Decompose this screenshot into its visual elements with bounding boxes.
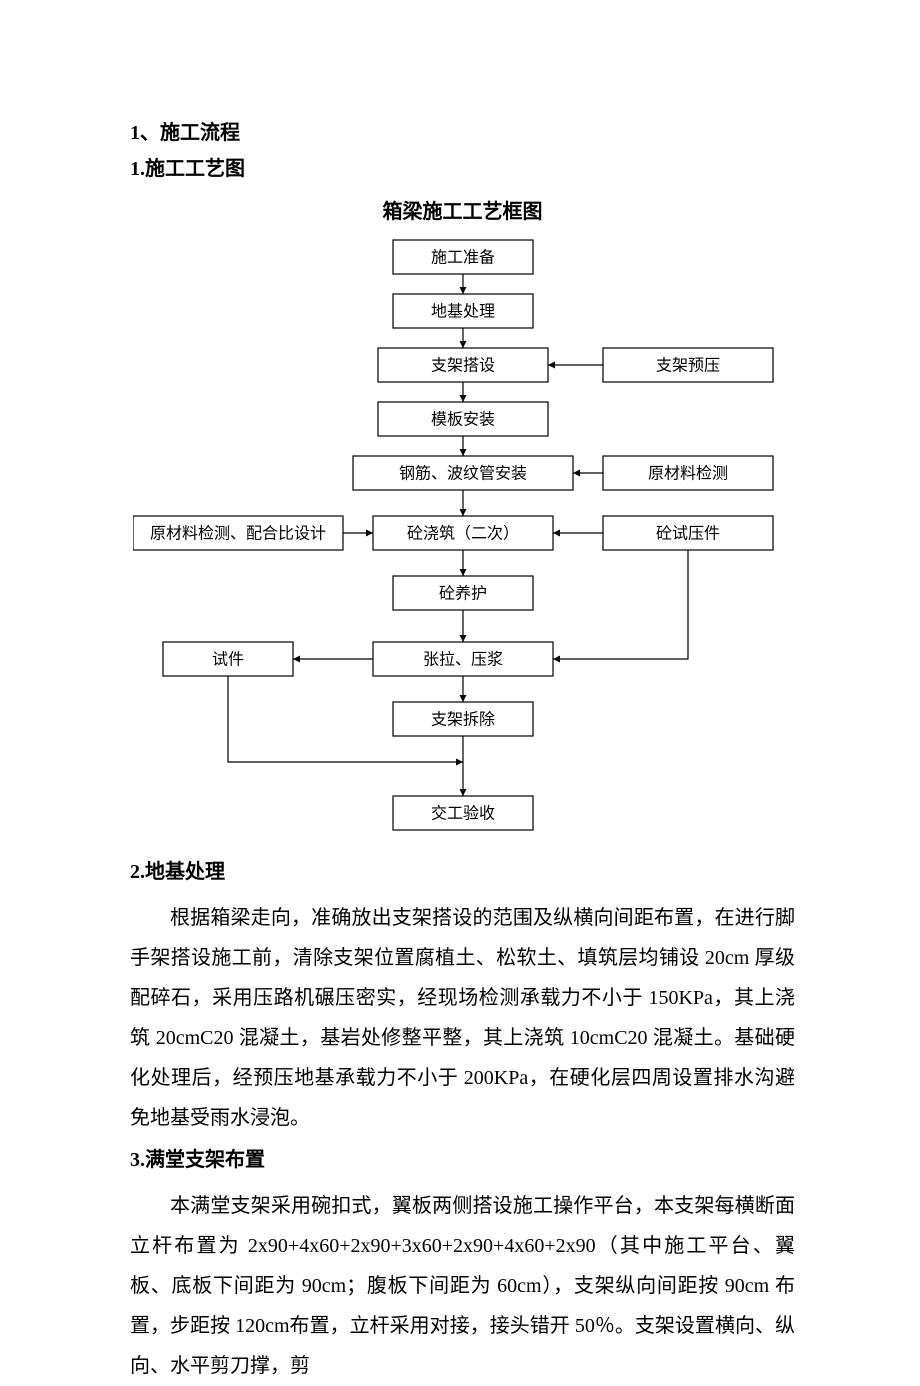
flowchart-title: 箱梁施工工艺框图 (133, 195, 793, 224)
flow-node-n3r: 支架预压 (603, 348, 773, 382)
svg-text:支架搭设: 支架搭设 (430, 357, 494, 375)
svg-text:施工准备: 施工准备 (430, 249, 494, 267)
flow-node-n10: 交工验收 (393, 796, 533, 830)
svg-text:原材料检测: 原材料检测 (647, 465, 727, 483)
svg-text:地基处理: 地基处理 (430, 303, 494, 321)
heading-4: 3.满堂支架布置 (130, 1142, 795, 1178)
flow-node-n5: 钢筋、波纹管安装 (353, 456, 573, 490)
paragraph-2: 本满堂支架采用碗扣式，翼板两侧搭设施工操作平台，本支架每横断面立杆布置为 2x9… (130, 1186, 795, 1386)
flow-node-n4: 模板安装 (378, 402, 548, 436)
svg-text:砼浇筑（二次）: 砼浇筑（二次） (406, 525, 518, 543)
svg-text:支架拆除: 支架拆除 (430, 711, 494, 729)
flow-node-n2: 地基处理 (393, 294, 533, 328)
paragraph-1: 根据箱梁走向，准确放出支架搭设的范围及纵横向间距布置，在进行脚手架搭设施工前，清… (130, 898, 795, 1138)
flow-edge (553, 550, 688, 659)
flow-node-n3: 支架搭设 (378, 348, 548, 382)
flow-node-n6r: 砼试压件 (603, 516, 773, 550)
svg-text:原材料检测、配合比设计: 原材料检测、配合比设计 (149, 525, 325, 543)
flow-node-n9: 支架拆除 (393, 702, 533, 736)
flow-node-n8l: 试件 (163, 642, 293, 676)
flow-node-n6l: 原材料检测、配合比设计 (133, 516, 343, 550)
svg-text:砼试压件: 砼试压件 (655, 525, 719, 543)
flowchart-container: 箱梁施工工艺框图 施工准备地基处理支架搭设支架预压模板安装钢筋、波纹管安装原材料… (133, 195, 793, 844)
flow-node-n7: 砼养护 (393, 576, 533, 610)
heading-3: 2.地基处理 (130, 854, 795, 890)
flowchart-svg: 施工准备地基处理支架搭设 支架预压模板安装钢筋、波纹管安装 原材料检测原材料检测、配… (133, 234, 793, 844)
svg-text:试件: 试件 (211, 651, 243, 669)
flow-node-n5r: 原材料检测 (603, 456, 773, 490)
svg-text:钢筋、波纹管安装: 钢筋、波纹管安装 (398, 465, 526, 483)
document-page: 1、施工流程 1.施工工艺图 箱梁施工工艺框图 施工准备地基处理支架搭设 支架预压… (0, 0, 920, 1302)
svg-text:砼养护: 砼养护 (438, 585, 486, 603)
svg-text:张拉、压浆: 张拉、压浆 (422, 651, 502, 669)
heading-1: 1、施工流程 (130, 115, 795, 151)
flow-node-n8: 张拉、压浆 (373, 642, 553, 676)
svg-text:交工验收: 交工验收 (430, 805, 494, 823)
svg-text:模板安装: 模板安装 (430, 411, 494, 429)
flow-node-n6: 砼浇筑（二次） (373, 516, 553, 550)
flow-node-n1: 施工准备 (393, 240, 533, 274)
svg-text:支架预压: 支架预压 (655, 357, 719, 375)
heading-2: 1.施工工艺图 (130, 151, 795, 187)
